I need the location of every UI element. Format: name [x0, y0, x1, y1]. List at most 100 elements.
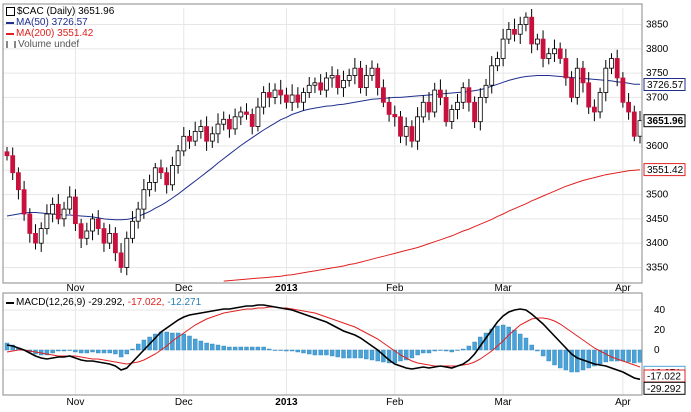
ma200-line	[223, 169, 641, 282]
macd-hist-bar	[73, 349, 78, 353]
macd-hist-bar	[620, 349, 626, 362]
candle-down	[27, 213, 33, 234]
macd-hist-bar	[472, 341, 477, 351]
price-x-tick: 2013	[275, 283, 298, 294]
chart-logo-icon	[6, 7, 15, 16]
price-y-tick: 3600	[646, 141, 669, 152]
macd-hist-bar	[187, 335, 192, 351]
candle-up	[460, 87, 466, 103]
candle-up	[483, 84, 489, 98]
candle-down	[226, 118, 232, 130]
macd-x-tick: Dec	[175, 397, 193, 408]
candle-up	[38, 228, 44, 244]
macd-hist-bar	[278, 349, 283, 351]
macd-path	[6, 304, 641, 381]
price-legend: $CAC (Daily) 3651.96 MA(50) 3726.57 MA(2…	[6, 6, 114, 51]
candle-down	[620, 77, 626, 103]
macd-hist-bar	[227, 346, 232, 351]
price-y-tick: 3500	[646, 190, 669, 201]
macd-hist-bar	[158, 331, 164, 351]
candle-down	[398, 116, 403, 137]
macd-hist-bar	[198, 340, 204, 351]
macd-hist-bar	[61, 349, 67, 352]
macd-hist-bar	[352, 349, 358, 359]
ma50-legend-value: 3726.57	[51, 17, 88, 29]
macd-x-tick: Nov	[67, 397, 85, 408]
candle-up	[346, 75, 352, 81]
price-value-tag: 3651.96	[647, 116, 684, 127]
candle-up	[61, 208, 67, 220]
candle-down	[113, 232, 118, 254]
macd-value-tag: -29.292	[647, 384, 681, 395]
ma50-path	[6, 75, 640, 221]
macd-x-tick: Feb	[386, 397, 404, 408]
candle-up	[232, 116, 238, 130]
macd-signal-path	[6, 306, 641, 368]
macd-legend: MACD(12,26,9) -29.292, -17.022, -12.271	[6, 297, 201, 308]
price-x-tick: Mar	[495, 283, 513, 294]
candle-up	[255, 106, 261, 127]
candle-up	[67, 196, 73, 210]
macd-hist-bar	[50, 349, 55, 354]
candle-down	[187, 135, 192, 142]
macd-hist-bar	[466, 345, 472, 351]
price-x-tick: Nov	[67, 283, 85, 294]
candle-down	[512, 28, 517, 35]
macd-hist-bar	[335, 349, 340, 358]
candle-up	[141, 189, 147, 210]
candle-up	[597, 92, 603, 113]
macd-hist-bar	[192, 338, 198, 351]
candle-up	[535, 38, 540, 45]
ma200-legend-row: MA(200) 3551.42	[6, 28, 114, 39]
macd-y-tick: 0	[654, 345, 660, 356]
macd-hist-bar	[506, 326, 511, 351]
candle-up	[261, 92, 267, 108]
candle-up	[500, 38, 506, 59]
macd-hist-bar	[318, 349, 323, 356]
price-x-tick: Feb	[386, 283, 404, 294]
macd-hist-bar	[244, 346, 249, 351]
macd-hist-bar	[181, 333, 187, 351]
macd-x-tick: Mar	[495, 397, 513, 408]
macd-hist-bar	[495, 325, 500, 351]
candle-up	[455, 101, 460, 111]
macd-hist-bar	[113, 349, 118, 355]
candle-up	[329, 75, 335, 79]
macd-hist-bar	[415, 349, 420, 356]
macd-grid	[3, 295, 642, 395]
price-y-tick: 3400	[646, 238, 669, 249]
panel-frames	[2, 3, 643, 396]
candle-up	[130, 220, 135, 239]
macd-hist-bar	[261, 346, 266, 351]
candle-up	[312, 82, 318, 86]
candle-down	[295, 94, 301, 103]
macd-hist-bar	[164, 331, 169, 351]
candle-up	[609, 58, 614, 69]
candle-up	[147, 181, 153, 191]
price-y-tick: 3750	[646, 68, 669, 79]
macd-hist-bar	[603, 349, 608, 363]
macd-hist-bar	[284, 349, 289, 352]
macd-hist-bar	[575, 349, 580, 373]
candle-down	[557, 48, 563, 59]
candle-up	[432, 89, 438, 113]
macd-hist-bar	[329, 349, 335, 357]
candle-down	[409, 126, 415, 142]
candle-down	[386, 101, 392, 115]
candle-up	[84, 230, 90, 239]
candle-down	[335, 75, 341, 89]
macd-hist-bar	[130, 348, 135, 351]
candle-down	[318, 82, 324, 91]
candlesticks	[4, 8, 643, 276]
macd-hist-bar	[461, 348, 466, 351]
candle-up	[238, 111, 244, 118]
macd-hist-bar	[324, 349, 329, 356]
candle-down	[569, 77, 574, 98]
macd-hist-bar	[118, 349, 124, 358]
candle-down	[375, 67, 381, 88]
candle-down	[4, 151, 10, 157]
last-price-label: 3651.96	[78, 6, 115, 17]
candle-down	[580, 67, 586, 84]
candle-up	[363, 75, 369, 89]
candle-down	[392, 114, 398, 118]
